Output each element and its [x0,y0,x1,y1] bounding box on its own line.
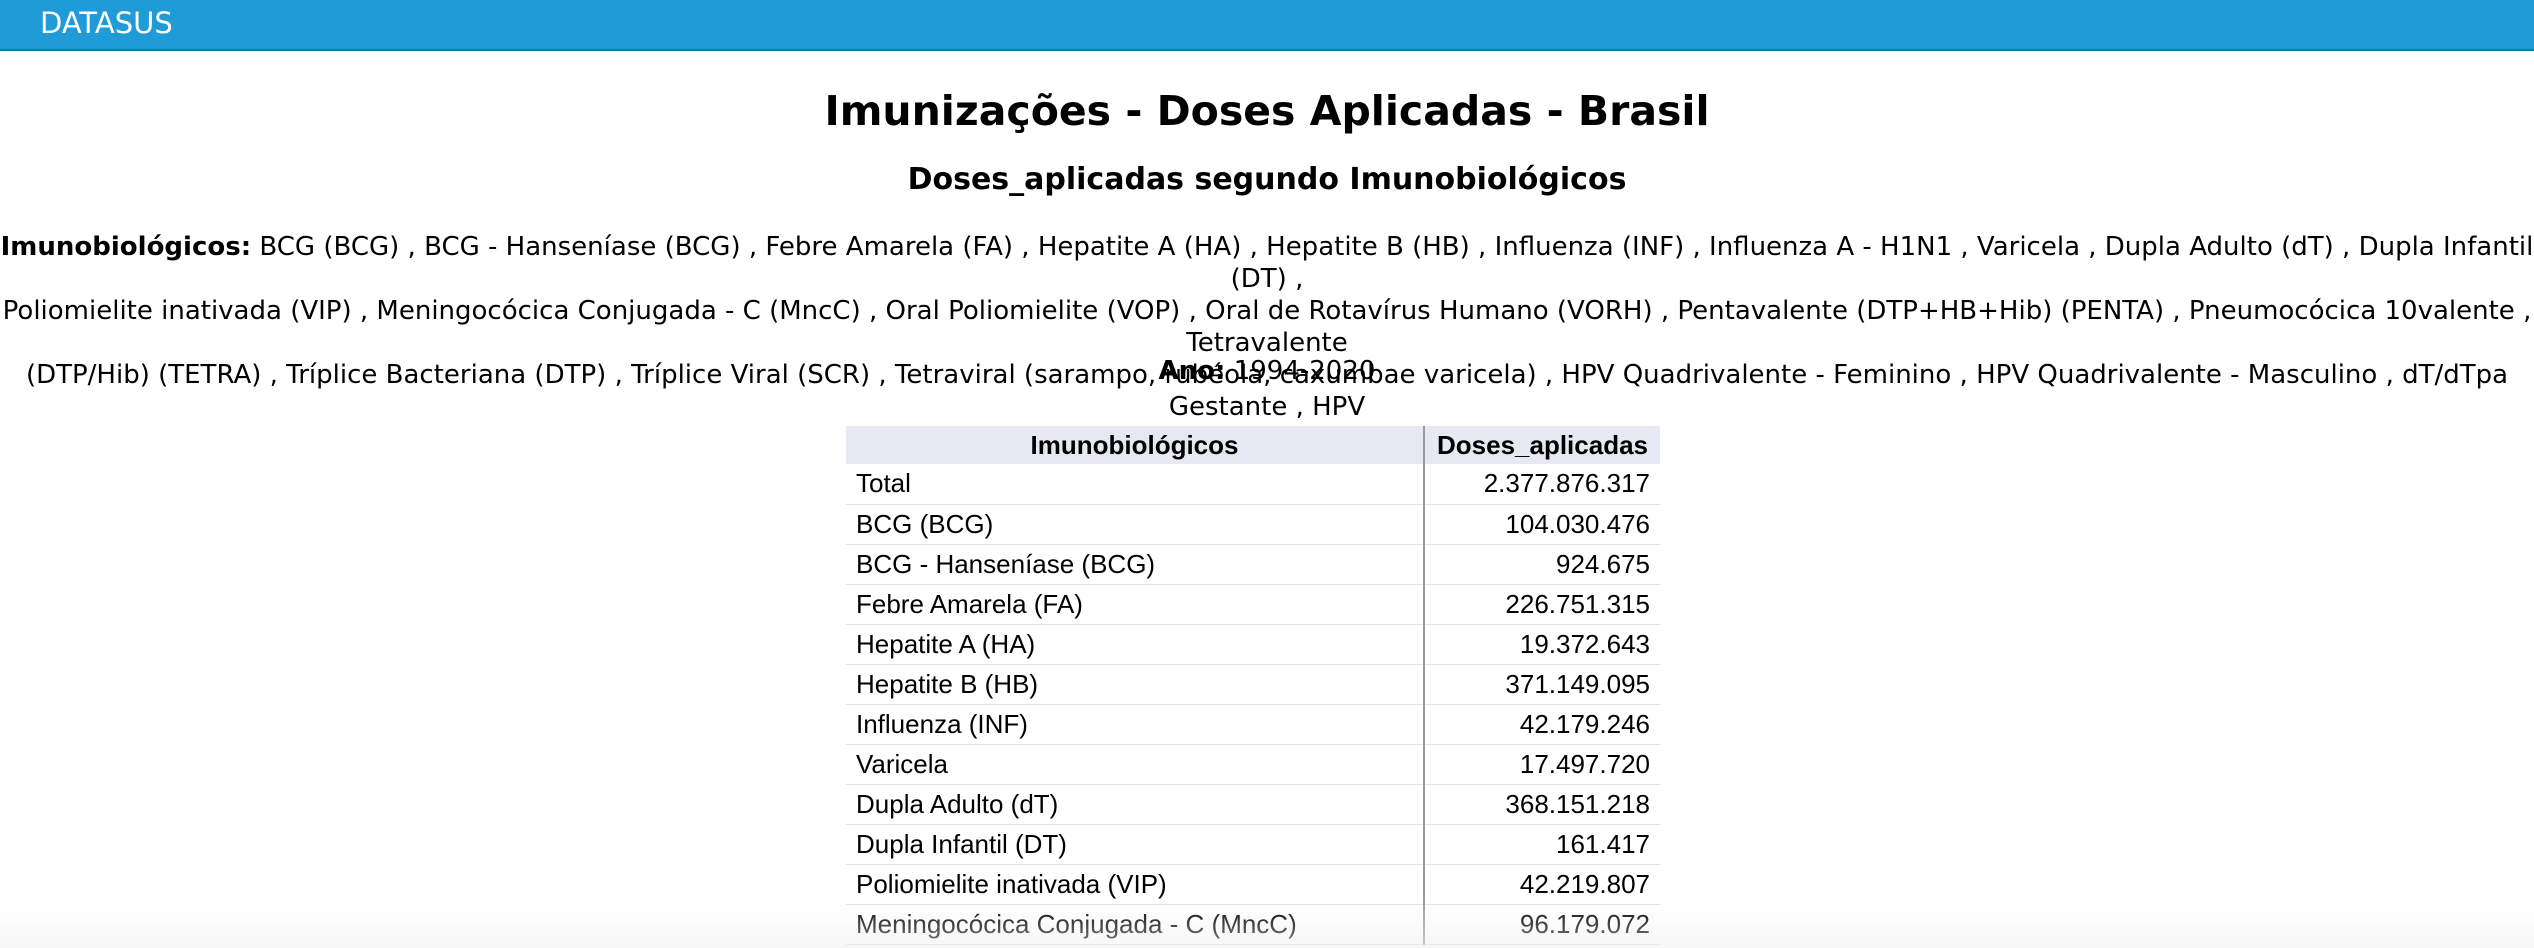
filter-description: Imunobiológicos: BCG (BCG) , BCG - Hanse… [0,231,2534,423]
row-label: BCG - Hanseníase (BCG) [846,544,1425,585]
table-row: Hepatite A (HA) 19.372.643 [846,624,1660,665]
row-label: Influenza (INF) [846,704,1425,745]
row-value: 96.179.072 [1424,904,1660,945]
row-label: Total [846,464,1425,505]
table-row: Dupla Adulto (dT) 368.151.218 [846,784,1660,825]
row-value: 42.219.807 [1424,864,1660,905]
table-row: Febre Amarela (FA) 226.751.315 [846,584,1660,625]
year-filter: Ano: 1994-2020 [0,354,2534,388]
filter-line-2: Poliomielite inativada (VIP) , Meningocó… [2,296,2532,358]
row-label: Meningocócica Conjugada - C (MncC) [846,904,1425,945]
row-label: Varicela [846,744,1425,785]
row-label: Poliomielite inativada (VIP) [846,864,1425,905]
row-value: 368.151.218 [1424,784,1660,825]
filter-line-3: (DTP/Hib) (TETRA) , Tríplice Bacteriana … [25,360,2509,422]
filter-label: Imunobiológicos: [0,232,252,262]
row-value: 226.751.315 [1424,584,1660,625]
row-value: 371.149.095 [1424,664,1660,705]
column-header-doses: Doses_aplicadas [1424,426,1660,464]
row-value: 2.377.876.317 [1424,464,1660,505]
filter-text-1: BCG (BCG) , BCG - Hanseníase (BCG) , Feb… [259,232,2534,294]
column-header-imunobiologicos: Imunobiológicos [846,426,1425,464]
top-header-bar: DATASUS [0,0,2534,51]
row-value: 19.372.643 [1424,624,1660,665]
row-value: 17.497.720 [1424,744,1660,785]
row-value: 924.675 [1424,544,1660,585]
row-value: 161.417 [1424,824,1660,865]
row-label: Hepatite A (HA) [846,624,1425,665]
year-label: Ano: [1158,356,1226,386]
table-row: Poliomielite inativada (VIP) 42.219.807 [846,864,1660,905]
table-row: Hepatite B (HB) 371.149.095 [846,664,1660,705]
row-label: BCG (BCG) [846,504,1425,545]
row-value: 104.030.476 [1424,504,1660,545]
table-body: Total 2.377.876.317 BCG (BCG) 104.030.476 BC… [846,464,1660,945]
doses-table: Imunobiológicos Doses_aplicadas Total 2.3… [846,426,1660,945]
filter-line-1: Imunobiológicos: BCG (BCG) , BCG - Hanse… [0,231,2534,295]
row-label: Febre Amarela (FA) [846,584,1425,625]
table-row: Dupla Infantil (DT) 161.417 [846,824,1660,865]
row-label: Dupla Infantil (DT) [846,824,1425,865]
table-header-row: Imunobiológicos Doses_aplicadas [846,426,1660,464]
table-row: Total 2.377.876.317 [846,464,1660,505]
year-value: 1994-2020 [1233,356,1376,386]
table-row: Varicela 17.497.720 [846,744,1660,785]
row-label: Dupla Adulto (dT) [846,784,1425,825]
datasus-logo-text: DATASUS [40,6,173,40]
table-row: Influenza (INF) 42.179.246 [846,704,1660,745]
row-value: 42.179.246 [1424,704,1660,745]
report-subtitle: Doses_aplicadas segundo Imunobiológicos [907,162,1627,197]
table-row: Meningocócica Conjugada - C (MncC) 96.179… [846,904,1660,945]
table-row: BCG - Hanseníase (BCG) 924.675 [846,544,1660,585]
table-row: BCG (BCG) 104.030.476 [846,504,1660,545]
row-label: Hepatite B (HB) [846,664,1425,705]
report-title: Imunizações - Doses Aplicadas - Brasil [824,87,1710,135]
